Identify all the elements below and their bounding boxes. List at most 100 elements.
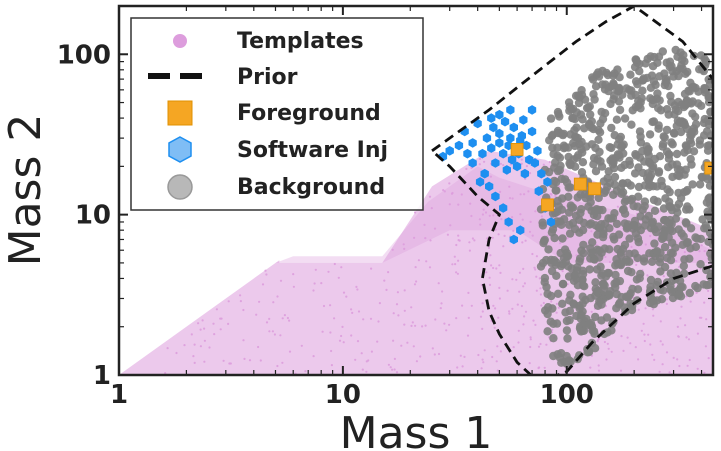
templates-point <box>164 372 167 375</box>
background-point <box>578 275 587 284</box>
background-point <box>605 245 614 254</box>
templates-point <box>489 254 492 257</box>
background-point <box>627 194 637 204</box>
templates-point <box>378 302 381 305</box>
templates-point <box>396 291 399 294</box>
background-point <box>558 234 567 243</box>
templates-point <box>521 218 524 221</box>
templates-point <box>640 329 643 332</box>
background-point <box>702 281 711 290</box>
templates-point <box>468 249 471 252</box>
background-point <box>706 249 713 258</box>
templates-point <box>391 368 394 371</box>
background-point <box>591 312 600 322</box>
background-point <box>605 143 614 152</box>
background-point <box>670 129 679 138</box>
templates-point <box>684 324 687 327</box>
templates-point <box>647 333 650 336</box>
templates-point <box>700 244 703 247</box>
templates-point <box>292 273 295 276</box>
templates-point <box>696 332 700 335</box>
templates-point <box>590 310 593 313</box>
foreground-point <box>510 142 524 156</box>
templates-point <box>549 192 552 195</box>
templates-point <box>423 223 426 226</box>
templates-point <box>433 227 437 230</box>
x-tick-label: 1 <box>110 380 128 410</box>
templates-point <box>183 344 186 347</box>
templates-point <box>566 237 569 240</box>
background-point <box>569 138 578 148</box>
templates-point <box>370 267 373 270</box>
templates-point <box>219 328 222 331</box>
templates-point <box>492 266 495 270</box>
background-point <box>667 219 676 228</box>
templates-point <box>488 283 492 286</box>
templates-point <box>257 345 260 349</box>
background-point <box>658 47 667 56</box>
templates-point <box>413 236 416 239</box>
background-point <box>603 173 612 183</box>
templates-point <box>689 300 692 303</box>
templates-point <box>508 310 511 313</box>
background-point <box>683 146 692 155</box>
background-point <box>645 298 655 308</box>
background-point <box>566 201 576 210</box>
templates-point <box>392 312 395 315</box>
software-inj-point <box>491 191 500 202</box>
background-point <box>590 255 599 264</box>
templates-point <box>414 266 417 269</box>
templates-point <box>342 341 345 344</box>
software-inj-point <box>520 168 529 179</box>
templates-point <box>453 255 456 258</box>
templates-point <box>439 307 442 310</box>
background-point <box>680 120 690 129</box>
background-point <box>555 353 564 362</box>
background-point <box>691 120 701 129</box>
background-point <box>703 141 712 151</box>
templates-point <box>642 322 645 325</box>
templates-point <box>643 339 646 343</box>
templates-point <box>629 342 632 345</box>
templates-point <box>350 308 353 311</box>
templates-point <box>406 341 409 344</box>
templates-point <box>424 237 427 240</box>
templates-point <box>304 370 307 373</box>
software-inj-point <box>482 133 492 143</box>
templates-point <box>679 317 682 320</box>
templates-point <box>488 214 491 217</box>
templates-point <box>395 303 399 306</box>
background-point <box>558 299 567 308</box>
background-point <box>618 205 628 215</box>
background-point <box>613 244 622 254</box>
templates-point <box>534 268 537 271</box>
templates-point <box>637 308 640 311</box>
templates-point <box>542 301 545 305</box>
software-inj-point <box>527 126 537 137</box>
background-point <box>674 291 683 300</box>
templates-point <box>680 305 683 308</box>
templates-point <box>478 163 481 166</box>
background-point <box>691 112 700 122</box>
templates-point <box>448 203 451 206</box>
templates-point <box>428 195 432 198</box>
templates-point <box>415 360 418 363</box>
background-point <box>599 229 608 239</box>
templates-point <box>468 241 471 244</box>
templates-point <box>548 160 551 164</box>
templates-point <box>495 360 498 363</box>
templates-point <box>281 361 284 364</box>
templates-point <box>429 239 432 242</box>
templates-point <box>442 189 445 192</box>
templates-point <box>522 285 525 288</box>
templates-point <box>166 347 169 350</box>
templates-point <box>219 317 222 320</box>
templates-point <box>603 340 607 344</box>
background-point <box>659 233 668 242</box>
templates-point <box>646 274 649 277</box>
templates-point <box>491 355 494 359</box>
templates-point <box>481 310 484 313</box>
background-point <box>644 211 653 221</box>
background-point <box>613 150 623 159</box>
templates-point <box>415 280 418 283</box>
